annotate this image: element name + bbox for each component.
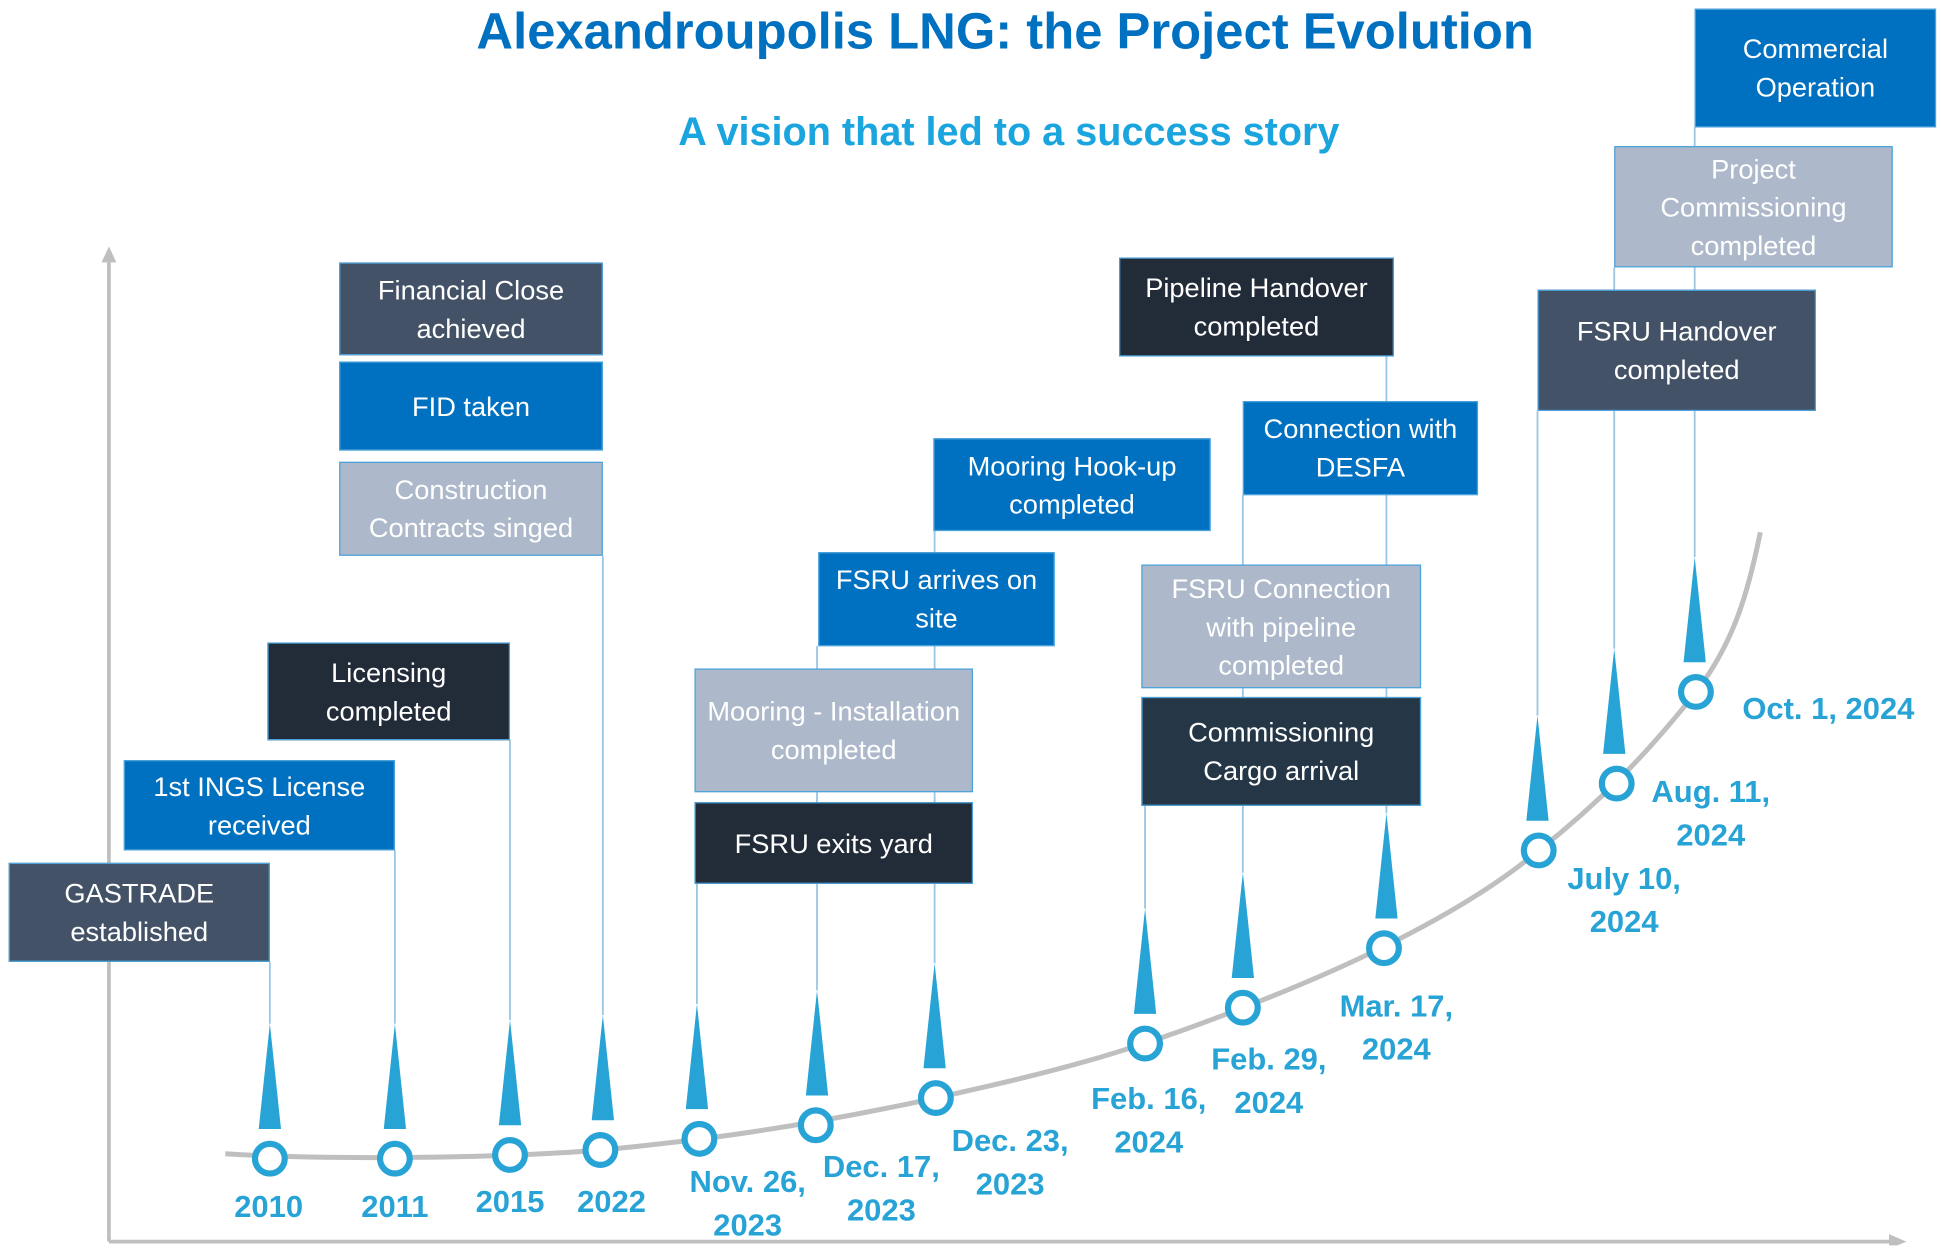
- event-box: FSRU arrives on site: [818, 552, 1055, 647]
- event-box: Connection with DESFA: [1242, 401, 1479, 496]
- pointer: [258, 1023, 282, 1129]
- pointer: [383, 1023, 407, 1129]
- pointer: [1375, 813, 1398, 919]
- milestone-date: Dec. 17, 2023: [822, 1150, 940, 1228]
- milestone-date: Feb. 29, 2024: [1211, 1042, 1327, 1121]
- pointer: [1231, 872, 1254, 978]
- milestone-date: Mar. 17, 2024: [1339, 989, 1454, 1068]
- subtitle: A vision that led to a success story: [678, 108, 1340, 154]
- event-box: Project Commissioning completed: [1614, 146, 1893, 268]
- growth-curve: [225, 531, 1763, 1161]
- event-box: Pipeline Handover completed: [1119, 257, 1394, 357]
- axis-arrow: [1889, 1234, 1907, 1246]
- milestone-dot: [797, 1107, 834, 1144]
- pointer: [1683, 557, 1706, 663]
- event-box: Mooring - Installation completed: [694, 668, 973, 793]
- event-box: 1st INGS License received: [123, 760, 395, 851]
- pointer: [498, 1020, 522, 1126]
- milestone-dot: [681, 1120, 718, 1157]
- milestone-date: Aug. 11, 2024: [1651, 774, 1771, 853]
- event-box: Financial Close achieved: [339, 262, 603, 356]
- event-box: GASTRADE established: [8, 862, 270, 962]
- milestone-dot: [492, 1137, 528, 1173]
- event-box: Licensing completed: [267, 642, 511, 741]
- milestone-date: Feb. 16, 2024: [1091, 1081, 1207, 1160]
- milestone-date: Oct. 1, 2024: [1742, 691, 1915, 727]
- milestone-date: Nov. 26, 2023: [689, 1164, 806, 1243]
- milestone-dot: [1366, 930, 1402, 967]
- milestone-dot: [1598, 765, 1635, 802]
- milestone-dot: [251, 1140, 288, 1177]
- pointer: [805, 990, 829, 1096]
- pointer: [923, 963, 946, 1069]
- event-box: Commercial Operation: [1694, 8, 1937, 128]
- milestone-dot: [376, 1140, 413, 1177]
- pointer: [685, 1003, 709, 1110]
- milestone-date: July 10, 2024: [1567, 861, 1681, 940]
- event-box: FSRU Handover completed: [1537, 289, 1816, 411]
- milestone-dot: [1224, 989, 1261, 1026]
- event-box: Construction Contracts singed: [339, 461, 603, 556]
- pointer: [1603, 648, 1626, 754]
- event-box: FSRU Connection with pipeline completed: [1141, 564, 1422, 689]
- pointer: [591, 1015, 614, 1121]
- event-box: Commissioning Cargo arrival: [1141, 696, 1422, 806]
- milestone-dot: [1677, 674, 1714, 710]
- milestone-dot: [582, 1132, 619, 1168]
- pointer: [1526, 715, 1549, 821]
- milestone-date: 2015: [475, 1184, 545, 1220]
- milestone-dot: [1520, 832, 1557, 869]
- axis-arrow: [101, 246, 117, 263]
- milestone-date: 2022: [577, 1184, 646, 1220]
- event-box: FID taken: [339, 361, 603, 451]
- milestone-dot: [1127, 1025, 1164, 1062]
- milestone-date: Dec. 23, 2023: [951, 1124, 1069, 1203]
- milestone-date: 2010: [234, 1189, 304, 1225]
- milestone-date: 2011: [361, 1189, 429, 1225]
- event-box: FSRU exits yard: [694, 802, 973, 884]
- event-box: Mooring Hook-up completed: [933, 438, 1211, 532]
- milestone-dot: [917, 1080, 954, 1116]
- pointer: [1133, 908, 1157, 1014]
- title: Alexandroupolis LNG: the Project Evoluti…: [476, 2, 1534, 60]
